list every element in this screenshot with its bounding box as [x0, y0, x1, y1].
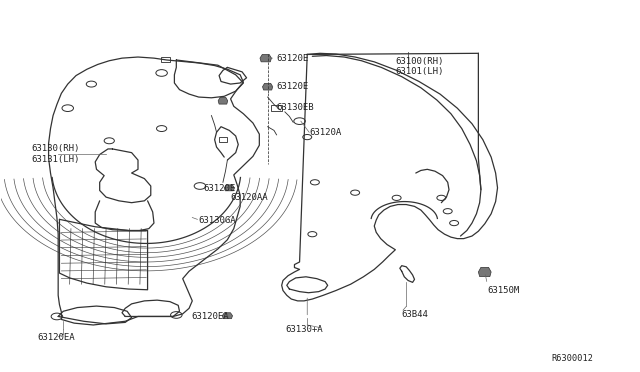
Text: 63120A: 63120A — [309, 128, 341, 137]
Bar — [219, 137, 227, 142]
Text: 63120AA: 63120AA — [230, 193, 268, 202]
Polygon shape — [222, 313, 232, 319]
Text: 63130GA: 63130GA — [198, 216, 236, 225]
Text: 63120E: 63120E — [276, 82, 309, 91]
Text: 63B44: 63B44 — [402, 311, 429, 320]
Text: 63120EA: 63120EA — [38, 333, 76, 342]
Text: 63120EA: 63120EA — [191, 312, 228, 321]
Bar — [271, 105, 282, 111]
Polygon shape — [478, 267, 491, 277]
Text: 63120E: 63120E — [204, 185, 236, 193]
Text: 63130EB: 63130EB — [276, 103, 314, 112]
Text: 63150M: 63150M — [487, 286, 520, 295]
Polygon shape — [224, 185, 234, 191]
Text: 63100(RH): 63100(RH) — [396, 57, 444, 66]
Text: 63130(RH): 63130(RH) — [31, 144, 80, 153]
Bar — [161, 57, 170, 62]
Polygon shape — [260, 54, 271, 62]
Text: 63130+A: 63130+A — [285, 325, 323, 334]
Text: R6300012: R6300012 — [551, 354, 593, 363]
Text: 63131(LH): 63131(LH) — [31, 155, 80, 164]
Polygon shape — [262, 83, 273, 90]
Text: 63120E: 63120E — [276, 54, 309, 62]
Text: 63101(LH): 63101(LH) — [396, 67, 444, 76]
Polygon shape — [218, 97, 228, 104]
